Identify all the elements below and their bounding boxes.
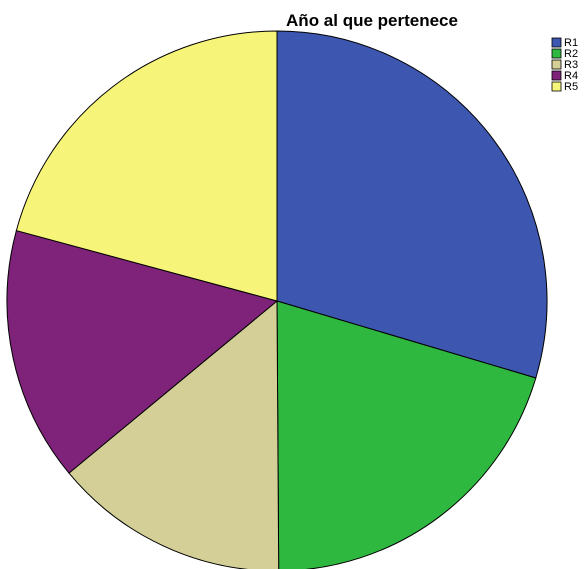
legend-swatch-r4 — [551, 70, 562, 81]
pie-slice-r5 — [15, 30, 278, 302]
pie-slice-r1 — [276, 30, 548, 379]
legend-swatch-r2 — [551, 48, 562, 59]
pie-slice-r2 — [276, 300, 537, 569]
legend-label-r1: R1 — [564, 37, 578, 49]
legend-label-r5: R5 — [564, 81, 578, 93]
legend-swatch-r1 — [551, 37, 562, 48]
pie-slices — [6, 30, 548, 569]
chart-title: Año al que pertenece — [286, 11, 458, 30]
legend-swatch-r5 — [551, 81, 562, 92]
legend-label-r2: R2 — [564, 48, 578, 60]
pie-slice-r3 — [68, 299, 280, 569]
legend-label-r4: R4 — [564, 70, 578, 82]
legend-swatch-r3 — [551, 59, 562, 70]
pie-slice-r4 — [6, 229, 279, 474]
legend-label-r3: R3 — [564, 59, 578, 71]
